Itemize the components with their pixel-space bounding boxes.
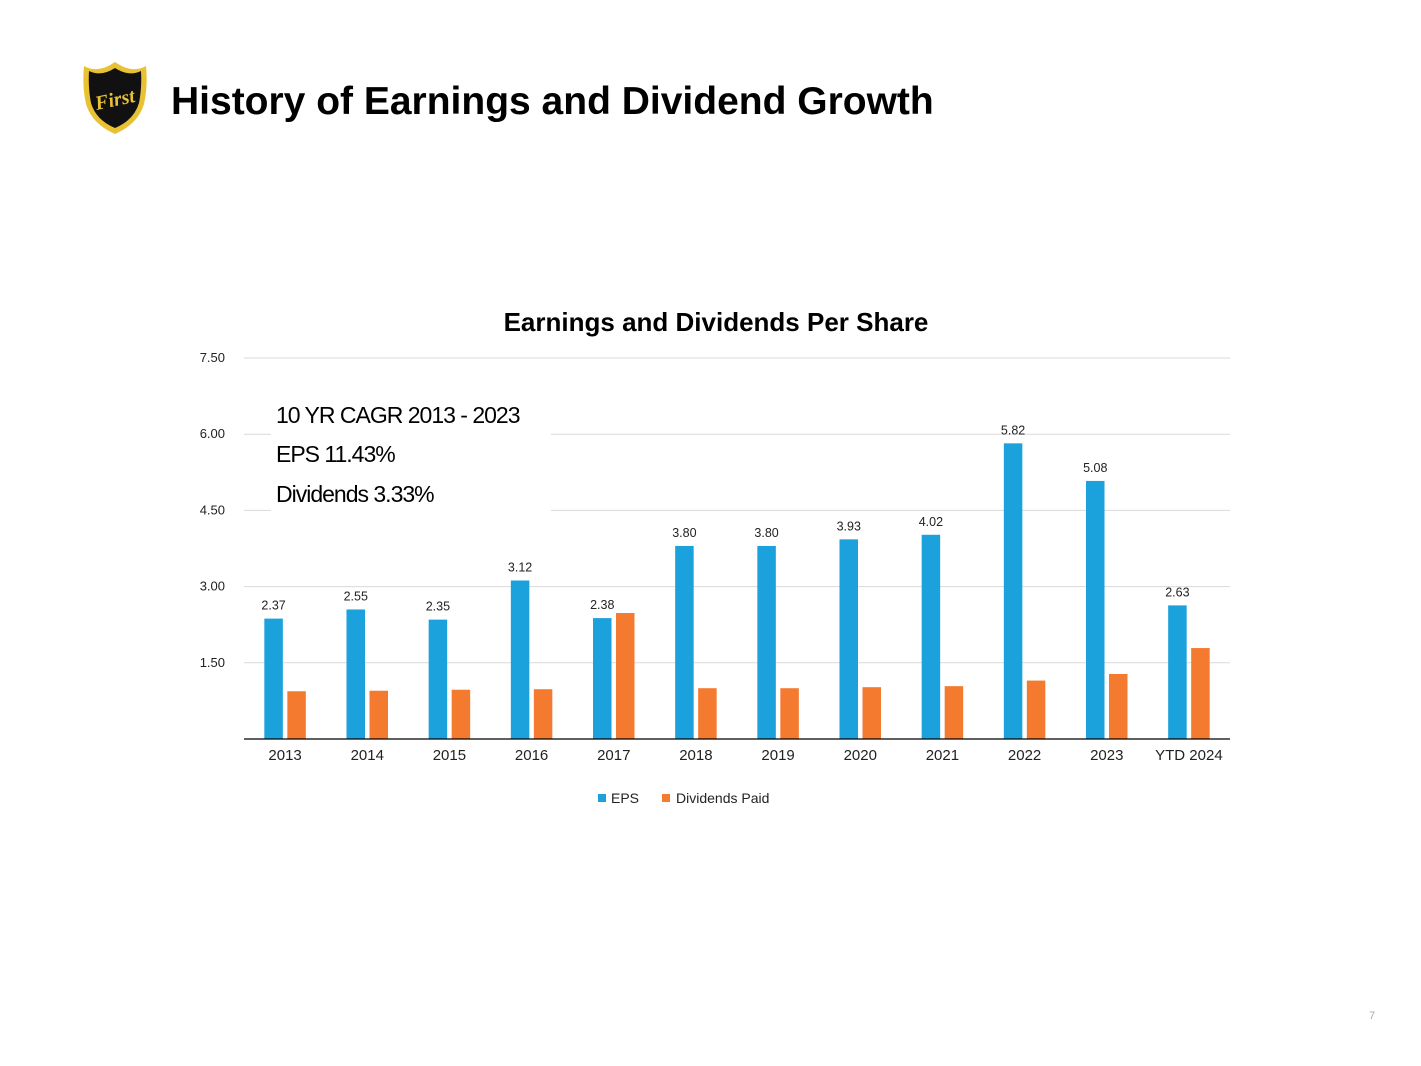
bar-eps-2019 — [757, 545, 776, 739]
bar-dividends-2017 — [616, 613, 635, 739]
page-number: 7 — [1369, 1010, 1376, 1022]
bar-eps-2017 — [593, 618, 612, 739]
bar-eps-ytd-2024 — [1168, 605, 1187, 739]
data-label-eps: 3.12 — [508, 561, 532, 575]
bar-eps-2013 — [264, 618, 283, 739]
x-category-label: 2017 — [597, 747, 630, 764]
x-category-label: YTD 2024 — [1155, 747, 1223, 764]
bar-dividends-2020 — [862, 687, 881, 739]
x-axis-categories: 2013 2014 2015 2016 2017 2018 2019 2020 2021 2022… — [268, 747, 1222, 764]
cagr-dividends: Dividends 3.33% — [276, 481, 435, 507]
bar-eps-2016 — [510, 580, 530, 739]
data-label-eps: 2.35 — [426, 600, 450, 614]
bar-dividends-2018 — [698, 688, 717, 739]
legend-label-dividends: Dividends Paid — [676, 790, 769, 806]
bar-dividends-2013 — [287, 691, 306, 739]
legend-label-eps: EPS — [611, 790, 639, 806]
y-tick-label: 6.00 — [200, 426, 225, 441]
y-axis-ticks: 1.50 3.00 4.50 6.00 7.50 — [200, 350, 225, 670]
bar-eps-2014 — [346, 609, 365, 739]
x-category-label: 2015 — [433, 747, 466, 764]
bar-eps-2020 — [839, 539, 858, 739]
data-label-eps: 5.82 — [1001, 423, 1025, 437]
x-category-label: 2021 — [926, 747, 959, 764]
x-category-label: 2023 — [1090, 747, 1123, 764]
data-label-eps: 5.08 — [1083, 461, 1107, 475]
data-label-eps: 2.55 — [344, 589, 368, 603]
x-category-label: 2020 — [844, 747, 877, 764]
x-category-label: 2018 — [679, 747, 712, 764]
bar-dividends-2019 — [780, 688, 799, 739]
y-tick-label: 7.50 — [200, 350, 225, 365]
bar-dividends-2016 — [533, 689, 553, 739]
x-category-label: 2014 — [351, 747, 384, 764]
bar-dividends-2021 — [944, 686, 964, 739]
y-tick-label: 1.50 — [200, 655, 225, 670]
data-labels: 2.37 2.55 2.35 3.12 2.38 3.80 3.80 3.93 4.02 5.82… — [261, 423, 1189, 613]
x-category-label: 2016 — [515, 747, 548, 764]
y-tick-label: 3.00 — [200, 579, 225, 594]
bar-eps-2018 — [675, 545, 694, 739]
cagr-eps: EPS 11.43% — [276, 441, 396, 467]
bar-eps-2021 — [921, 534, 941, 739]
data-label-eps: 3.80 — [754, 526, 778, 540]
x-category-label: 2013 — [268, 747, 301, 764]
bar-eps-2015 — [428, 619, 448, 739]
chart-title: Earnings and Dividends Per Share — [504, 307, 929, 337]
x-category-label: 2022 — [1008, 747, 1041, 764]
bar-dividends-2022 — [1026, 680, 1046, 739]
company-logo-shield: First — [83, 62, 147, 134]
cagr-period: 10 YR CAGR 2013 - 2023 — [276, 402, 521, 428]
data-label-eps: 2.38 — [590, 598, 614, 612]
data-label-eps: 4.02 — [919, 515, 943, 529]
bar-eps-2023 — [1086, 480, 1105, 739]
bars — [264, 443, 1210, 739]
bar-eps-2022 — [1003, 443, 1023, 739]
legend-swatch-dividends — [662, 794, 670, 802]
data-label-eps: 3.80 — [672, 526, 696, 540]
data-label-eps: 2.37 — [261, 599, 285, 613]
bar-dividends-2023 — [1109, 673, 1128, 739]
slide-title: History of Earnings and Dividend Growth — [171, 80, 934, 123]
data-label-eps: 3.93 — [837, 519, 861, 533]
cagr-annotation: 10 YR CAGR 2013 - 2023 EPS 11.43% Divide… — [271, 396, 551, 516]
legend-swatch-eps — [598, 794, 606, 802]
bar-dividends-ytd-2024 — [1191, 648, 1210, 739]
data-label-eps: 2.63 — [1165, 585, 1189, 599]
y-tick-label: 4.50 — [200, 502, 225, 517]
bar-dividends-2015 — [451, 689, 471, 739]
bar-dividends-2014 — [369, 690, 388, 739]
x-category-label: 2019 — [761, 747, 794, 764]
chart-legend: EPS Dividends Paid — [598, 790, 769, 806]
